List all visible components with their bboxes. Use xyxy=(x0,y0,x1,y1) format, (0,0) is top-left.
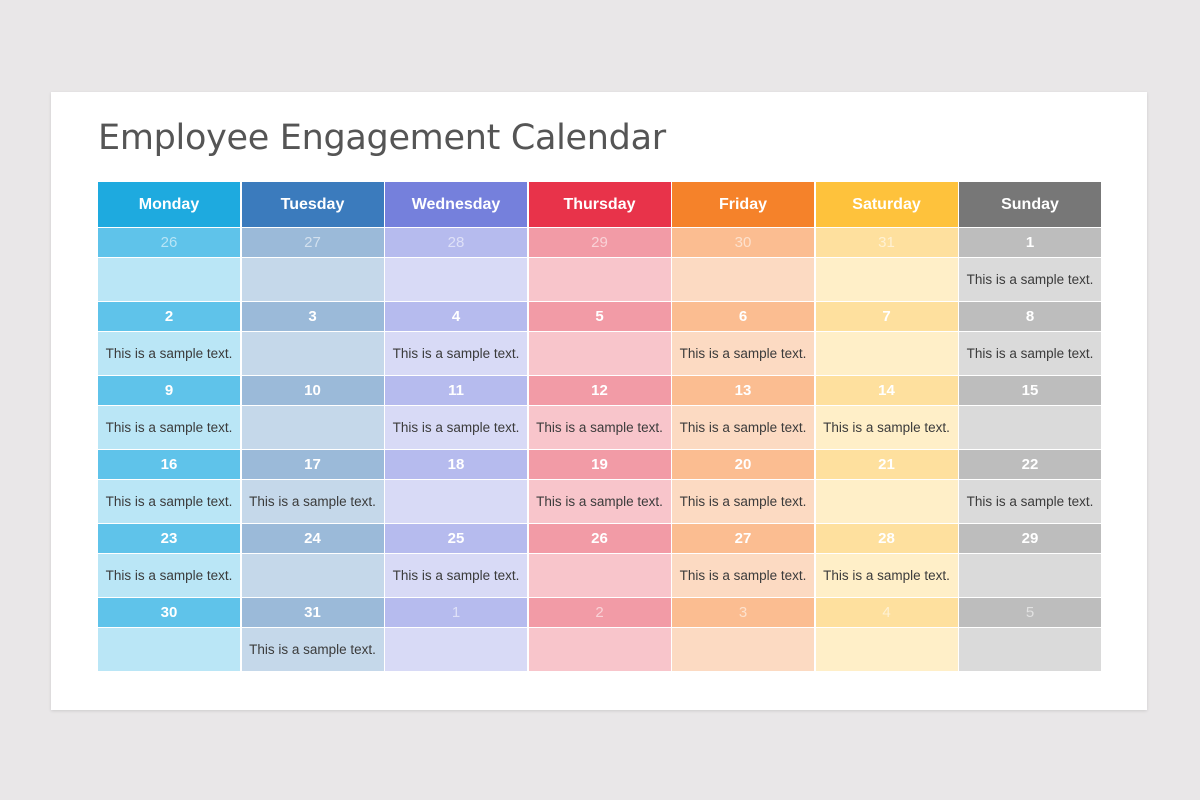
note-cell[interactable]: This is a sample text. xyxy=(672,553,814,597)
note-cell[interactable]: This is a sample text. xyxy=(385,405,527,449)
note-cell[interactable] xyxy=(959,405,1101,449)
note-cell[interactable] xyxy=(672,257,814,301)
date-cell[interactable]: 22 xyxy=(959,449,1101,479)
note-cell[interactable]: This is a sample text. xyxy=(959,479,1101,523)
date-cell[interactable]: 18 xyxy=(385,449,527,479)
date-cell[interactable]: 1 xyxy=(959,227,1101,257)
date-cell[interactable]: 25 xyxy=(385,523,527,553)
date-cell[interactable]: 4 xyxy=(385,301,527,331)
note-cell[interactable]: This is a sample text. xyxy=(815,553,958,597)
note-cell[interactable] xyxy=(385,257,527,301)
note-cell[interactable] xyxy=(815,257,958,301)
date-cell[interactable]: 23 xyxy=(98,523,240,553)
date-cell[interactable]: 2 xyxy=(98,301,240,331)
date-cell[interactable]: 8 xyxy=(959,301,1101,331)
date-cell[interactable]: 30 xyxy=(672,227,814,257)
date-cell[interactable]: 13 xyxy=(672,375,814,405)
note-cell[interactable]: This is a sample text. xyxy=(959,257,1101,301)
day-header-friday: Friday xyxy=(672,182,814,227)
date-cell[interactable]: 1 xyxy=(385,597,527,627)
date-cell[interactable]: 14 xyxy=(815,375,958,405)
note-cell[interactable] xyxy=(528,553,671,597)
date-cell[interactable]: 3 xyxy=(672,597,814,627)
note-cell[interactable]: This is a sample text. xyxy=(672,405,814,449)
note-cell[interactable] xyxy=(241,257,384,301)
note-cell[interactable] xyxy=(528,627,671,671)
date-cell[interactable]: 4 xyxy=(815,597,958,627)
calendar-grid: Monday Tuesday Wednesday Thursday Friday… xyxy=(98,182,1101,671)
date-cell[interactable]: 26 xyxy=(98,227,240,257)
slide: Employee Engagement Calendar Monday Tues… xyxy=(51,92,1147,710)
note-cell[interactable] xyxy=(385,627,527,671)
note-cell[interactable]: This is a sample text. xyxy=(98,479,240,523)
date-cell[interactable]: 21 xyxy=(815,449,958,479)
date-cell[interactable]: 27 xyxy=(241,227,384,257)
date-cell[interactable]: 29 xyxy=(528,227,671,257)
note-cell[interactable] xyxy=(672,627,814,671)
date-cell[interactable]: 26 xyxy=(528,523,671,553)
date-cell[interactable]: 11 xyxy=(385,375,527,405)
note-cell[interactable]: This is a sample text. xyxy=(98,405,240,449)
day-header-tuesday: Tuesday xyxy=(241,182,384,227)
date-cell[interactable]: 30 xyxy=(98,597,240,627)
note-cell[interactable]: This is a sample text. xyxy=(672,479,814,523)
day-header-wednesday: Wednesday xyxy=(385,182,527,227)
day-header-monday: Monday xyxy=(98,182,240,227)
note-cell[interactable]: This is a sample text. xyxy=(959,331,1101,375)
date-cell[interactable]: 15 xyxy=(959,375,1101,405)
note-cell[interactable] xyxy=(815,331,958,375)
note-cell[interactable]: This is a sample text. xyxy=(528,405,671,449)
date-cell[interactable]: 24 xyxy=(241,523,384,553)
date-cell[interactable]: 10 xyxy=(241,375,384,405)
note-cell[interactable] xyxy=(959,627,1101,671)
note-cell[interactable]: This is a sample text. xyxy=(672,331,814,375)
date-cell[interactable]: 6 xyxy=(672,301,814,331)
page-title: Employee Engagement Calendar xyxy=(98,118,666,158)
date-cell[interactable]: 20 xyxy=(672,449,814,479)
note-cell[interactable] xyxy=(98,627,240,671)
note-cell[interactable] xyxy=(241,553,384,597)
date-cell[interactable]: 28 xyxy=(385,227,527,257)
note-cell[interactable] xyxy=(241,405,384,449)
date-cell[interactable]: 5 xyxy=(528,301,671,331)
note-cell[interactable] xyxy=(959,553,1101,597)
date-cell[interactable]: 17 xyxy=(241,449,384,479)
date-cell[interactable]: 7 xyxy=(815,301,958,331)
note-cell[interactable]: This is a sample text. xyxy=(98,331,240,375)
date-cell[interactable]: 29 xyxy=(959,523,1101,553)
day-header-saturday: Saturday xyxy=(815,182,958,227)
note-cell[interactable] xyxy=(815,627,958,671)
note-cell[interactable]: This is a sample text. xyxy=(98,553,240,597)
note-cell[interactable]: This is a sample text. xyxy=(241,627,384,671)
note-cell[interactable]: This is a sample text. xyxy=(241,479,384,523)
note-cell[interactable] xyxy=(98,257,240,301)
date-cell[interactable]: 27 xyxy=(672,523,814,553)
date-cell[interactable]: 31 xyxy=(815,227,958,257)
date-cell[interactable]: 3 xyxy=(241,301,384,331)
date-cell[interactable]: 5 xyxy=(959,597,1101,627)
date-cell[interactable]: 28 xyxy=(815,523,958,553)
note-cell[interactable] xyxy=(385,479,527,523)
note-cell[interactable]: This is a sample text. xyxy=(385,553,527,597)
note-cell[interactable]: This is a sample text. xyxy=(815,405,958,449)
day-header-thursday: Thursday xyxy=(528,182,671,227)
note-cell[interactable] xyxy=(815,479,958,523)
date-cell[interactable]: 19 xyxy=(528,449,671,479)
note-cell[interactable]: This is a sample text. xyxy=(385,331,527,375)
date-cell[interactable]: 16 xyxy=(98,449,240,479)
note-cell[interactable] xyxy=(241,331,384,375)
date-cell[interactable]: 2 xyxy=(528,597,671,627)
date-cell[interactable]: 31 xyxy=(241,597,384,627)
day-header-sunday: Sunday xyxy=(959,182,1101,227)
note-cell[interactable] xyxy=(528,331,671,375)
date-cell[interactable]: 12 xyxy=(528,375,671,405)
note-cell[interactable] xyxy=(528,257,671,301)
note-cell[interactable]: This is a sample text. xyxy=(528,479,671,523)
date-cell[interactable]: 9 xyxy=(98,375,240,405)
